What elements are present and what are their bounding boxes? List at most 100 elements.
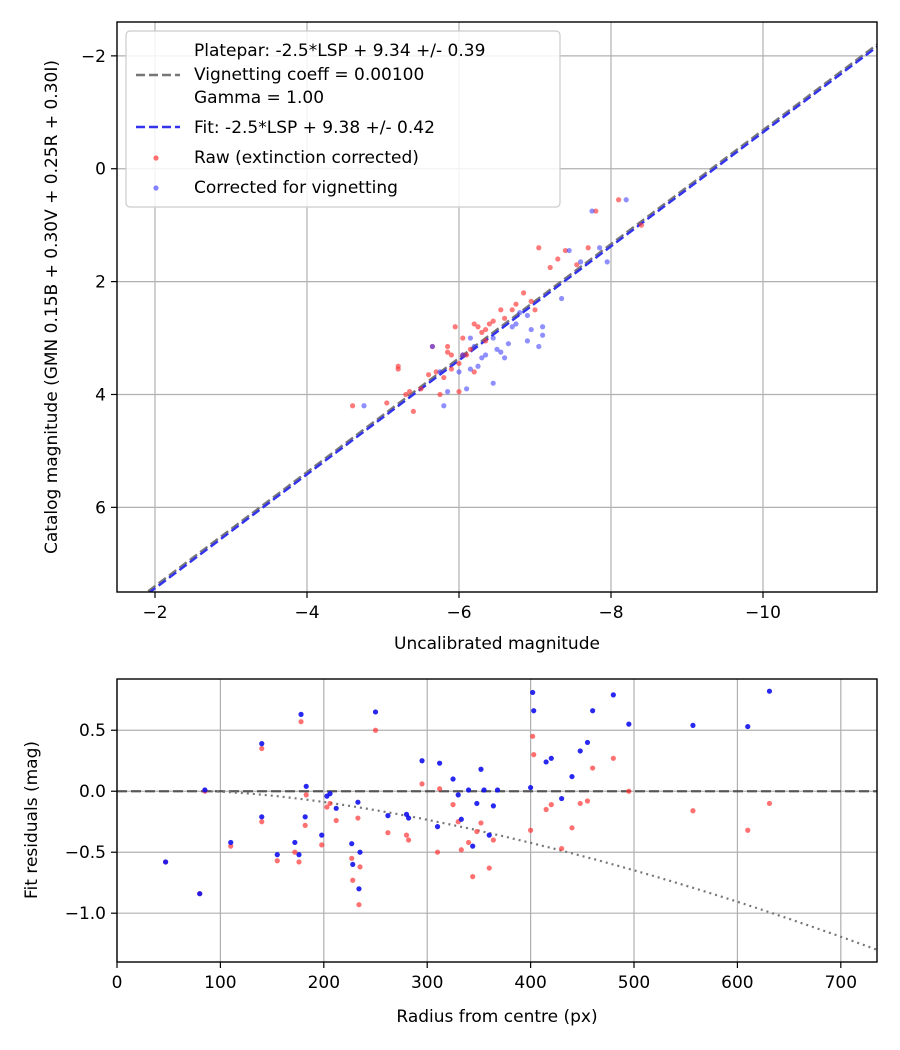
bottom-raw-point <box>298 719 304 725</box>
bottom-raw-point <box>626 788 632 794</box>
bottom-raw-point <box>569 825 575 831</box>
bottom-y-axis-label: Fit residuals (mag) <box>22 741 42 899</box>
top-raw-point <box>448 366 454 372</box>
bottom-corrected-point <box>419 758 425 764</box>
bottom-corrected-point <box>745 723 751 730</box>
top-raw-point <box>483 326 489 333</box>
top-raw-point <box>555 256 561 262</box>
bottom-corrected-point <box>481 787 487 793</box>
bottom-corrected-point <box>690 722 696 728</box>
bottom-raw-point <box>405 837 412 843</box>
bottom-x-tick-label: 0 <box>112 973 123 993</box>
bottom-corrected-point <box>486 832 492 838</box>
bottom-reference-lines <box>117 790 878 951</box>
bottom-corrected-point <box>349 841 355 847</box>
bottom-raw-point <box>478 820 484 826</box>
bottom-corrected-point <box>298 711 304 717</box>
top-raw-point <box>445 349 451 355</box>
top-corrected-point <box>524 312 531 319</box>
top-y-axis-label: Catalog magnitude (GMN 0.15B + 0.30V + 0… <box>42 60 62 554</box>
bottom-corrected-point <box>202 787 208 793</box>
top-raw-point <box>483 338 489 344</box>
top-corrected-point <box>517 310 523 316</box>
bottom-raw-point <box>530 733 536 739</box>
top-corrected-point <box>456 369 462 375</box>
bottom-corrected-point <box>259 814 265 820</box>
bottom-corrected-point <box>455 792 461 798</box>
bottom-y-tick-label: 0.5 <box>79 721 106 741</box>
bottom-raw-point <box>303 792 309 798</box>
top-raw-point <box>452 324 458 330</box>
top-raw-point <box>437 391 443 398</box>
top-y-tick-label: 0 <box>95 160 106 180</box>
bottom-x-tick-label: 400 <box>514 973 546 993</box>
top-raw-point <box>456 389 462 395</box>
top-raw-point <box>433 369 439 375</box>
top-corrected-point <box>578 259 584 265</box>
bottom-corrected-point <box>470 843 476 849</box>
bottom-corrected-point <box>355 799 361 805</box>
bottom-raw-point <box>610 755 616 761</box>
bottom-raw-point <box>437 786 443 792</box>
top-corrected-point <box>566 247 572 254</box>
top-corrected-point <box>536 343 542 350</box>
bottom-corrected-point <box>296 852 302 858</box>
bottom-raw-point <box>486 865 492 871</box>
bottom-raw-point <box>434 849 441 855</box>
top-raw-point <box>403 391 409 398</box>
bottom-raw-point <box>531 752 537 758</box>
bottom-corrected-point <box>372 709 379 715</box>
top-raw-point <box>350 403 356 409</box>
top-raw-point <box>528 298 534 304</box>
bottom-corrected-point <box>274 852 280 858</box>
bottom-raw-point <box>259 819 265 825</box>
top-corrected-point <box>498 349 504 355</box>
bottom-raw-point <box>403 832 410 838</box>
top-scatter-panel: −2 −4 −6 −8 −10 −2 0 2 4 6 Uncalibrated magnitude… <box>42 21 878 654</box>
bottom-raw-point <box>228 843 234 849</box>
legend-fit-label: Fit: -2.5*LSP + 9.38 +/- 0.42 <box>194 118 435 138</box>
bottom-x-tick-label: 700 <box>825 973 857 993</box>
top-corrected-point <box>445 389 451 395</box>
bottom-corrected-point <box>405 815 412 821</box>
top-corrected-point <box>513 321 519 327</box>
top-raw-point <box>536 245 542 251</box>
top-x-tick-label: −8 <box>598 603 623 623</box>
bottom-corrected-point <box>528 784 534 791</box>
legend-corrected-swatch <box>153 185 159 191</box>
top-raw-point <box>464 352 470 358</box>
bottom-corrected-point <box>319 832 325 838</box>
bottom-x-tick-label: 600 <box>721 973 753 993</box>
bottom-raw-point <box>349 855 355 861</box>
bottom-raw-point <box>543 806 549 813</box>
bottom-corrected-point <box>465 787 472 793</box>
bottom-ticks: 0 100 200 300 400 500 600 700 0.5 0.0 −0.5 −1.0 <box>65 721 857 993</box>
bottom-corrected-point <box>437 760 443 766</box>
top-y-tick-label: −2 <box>81 47 106 67</box>
top-corrected-point <box>524 338 531 344</box>
bottom-data-points <box>163 688 773 908</box>
bottom-raw-point <box>528 827 534 833</box>
bottom-raw-point <box>302 822 308 828</box>
bottom-x-tick-label: 200 <box>308 973 340 993</box>
bottom-residuals-panel: 0 100 200 300 400 500 600 700 0.5 0.0 −0.5 −1.0 Rad… <box>22 678 878 1027</box>
top-corrected-point <box>490 380 496 386</box>
top-corrected-point <box>471 343 477 350</box>
top-data-points <box>350 197 645 415</box>
top-fit-line <box>148 45 877 592</box>
top-raw-point <box>513 301 519 307</box>
top-raw-point <box>460 335 466 341</box>
bottom-corrected-point <box>474 800 480 807</box>
top-corrected-point <box>483 352 489 358</box>
top-raw-point <box>486 321 492 327</box>
top-corrected-point <box>441 403 447 409</box>
top-fit-lines <box>145 43 877 592</box>
bottom-corrected-point <box>228 839 234 846</box>
top-x-tick-label: −2 <box>142 603 167 623</box>
top-raw-point <box>638 222 645 228</box>
top-corrected-point <box>540 332 546 338</box>
legend-raw-swatch <box>153 155 159 161</box>
bottom-corrected-point <box>530 689 536 696</box>
bottom-raw-point <box>577 800 583 807</box>
